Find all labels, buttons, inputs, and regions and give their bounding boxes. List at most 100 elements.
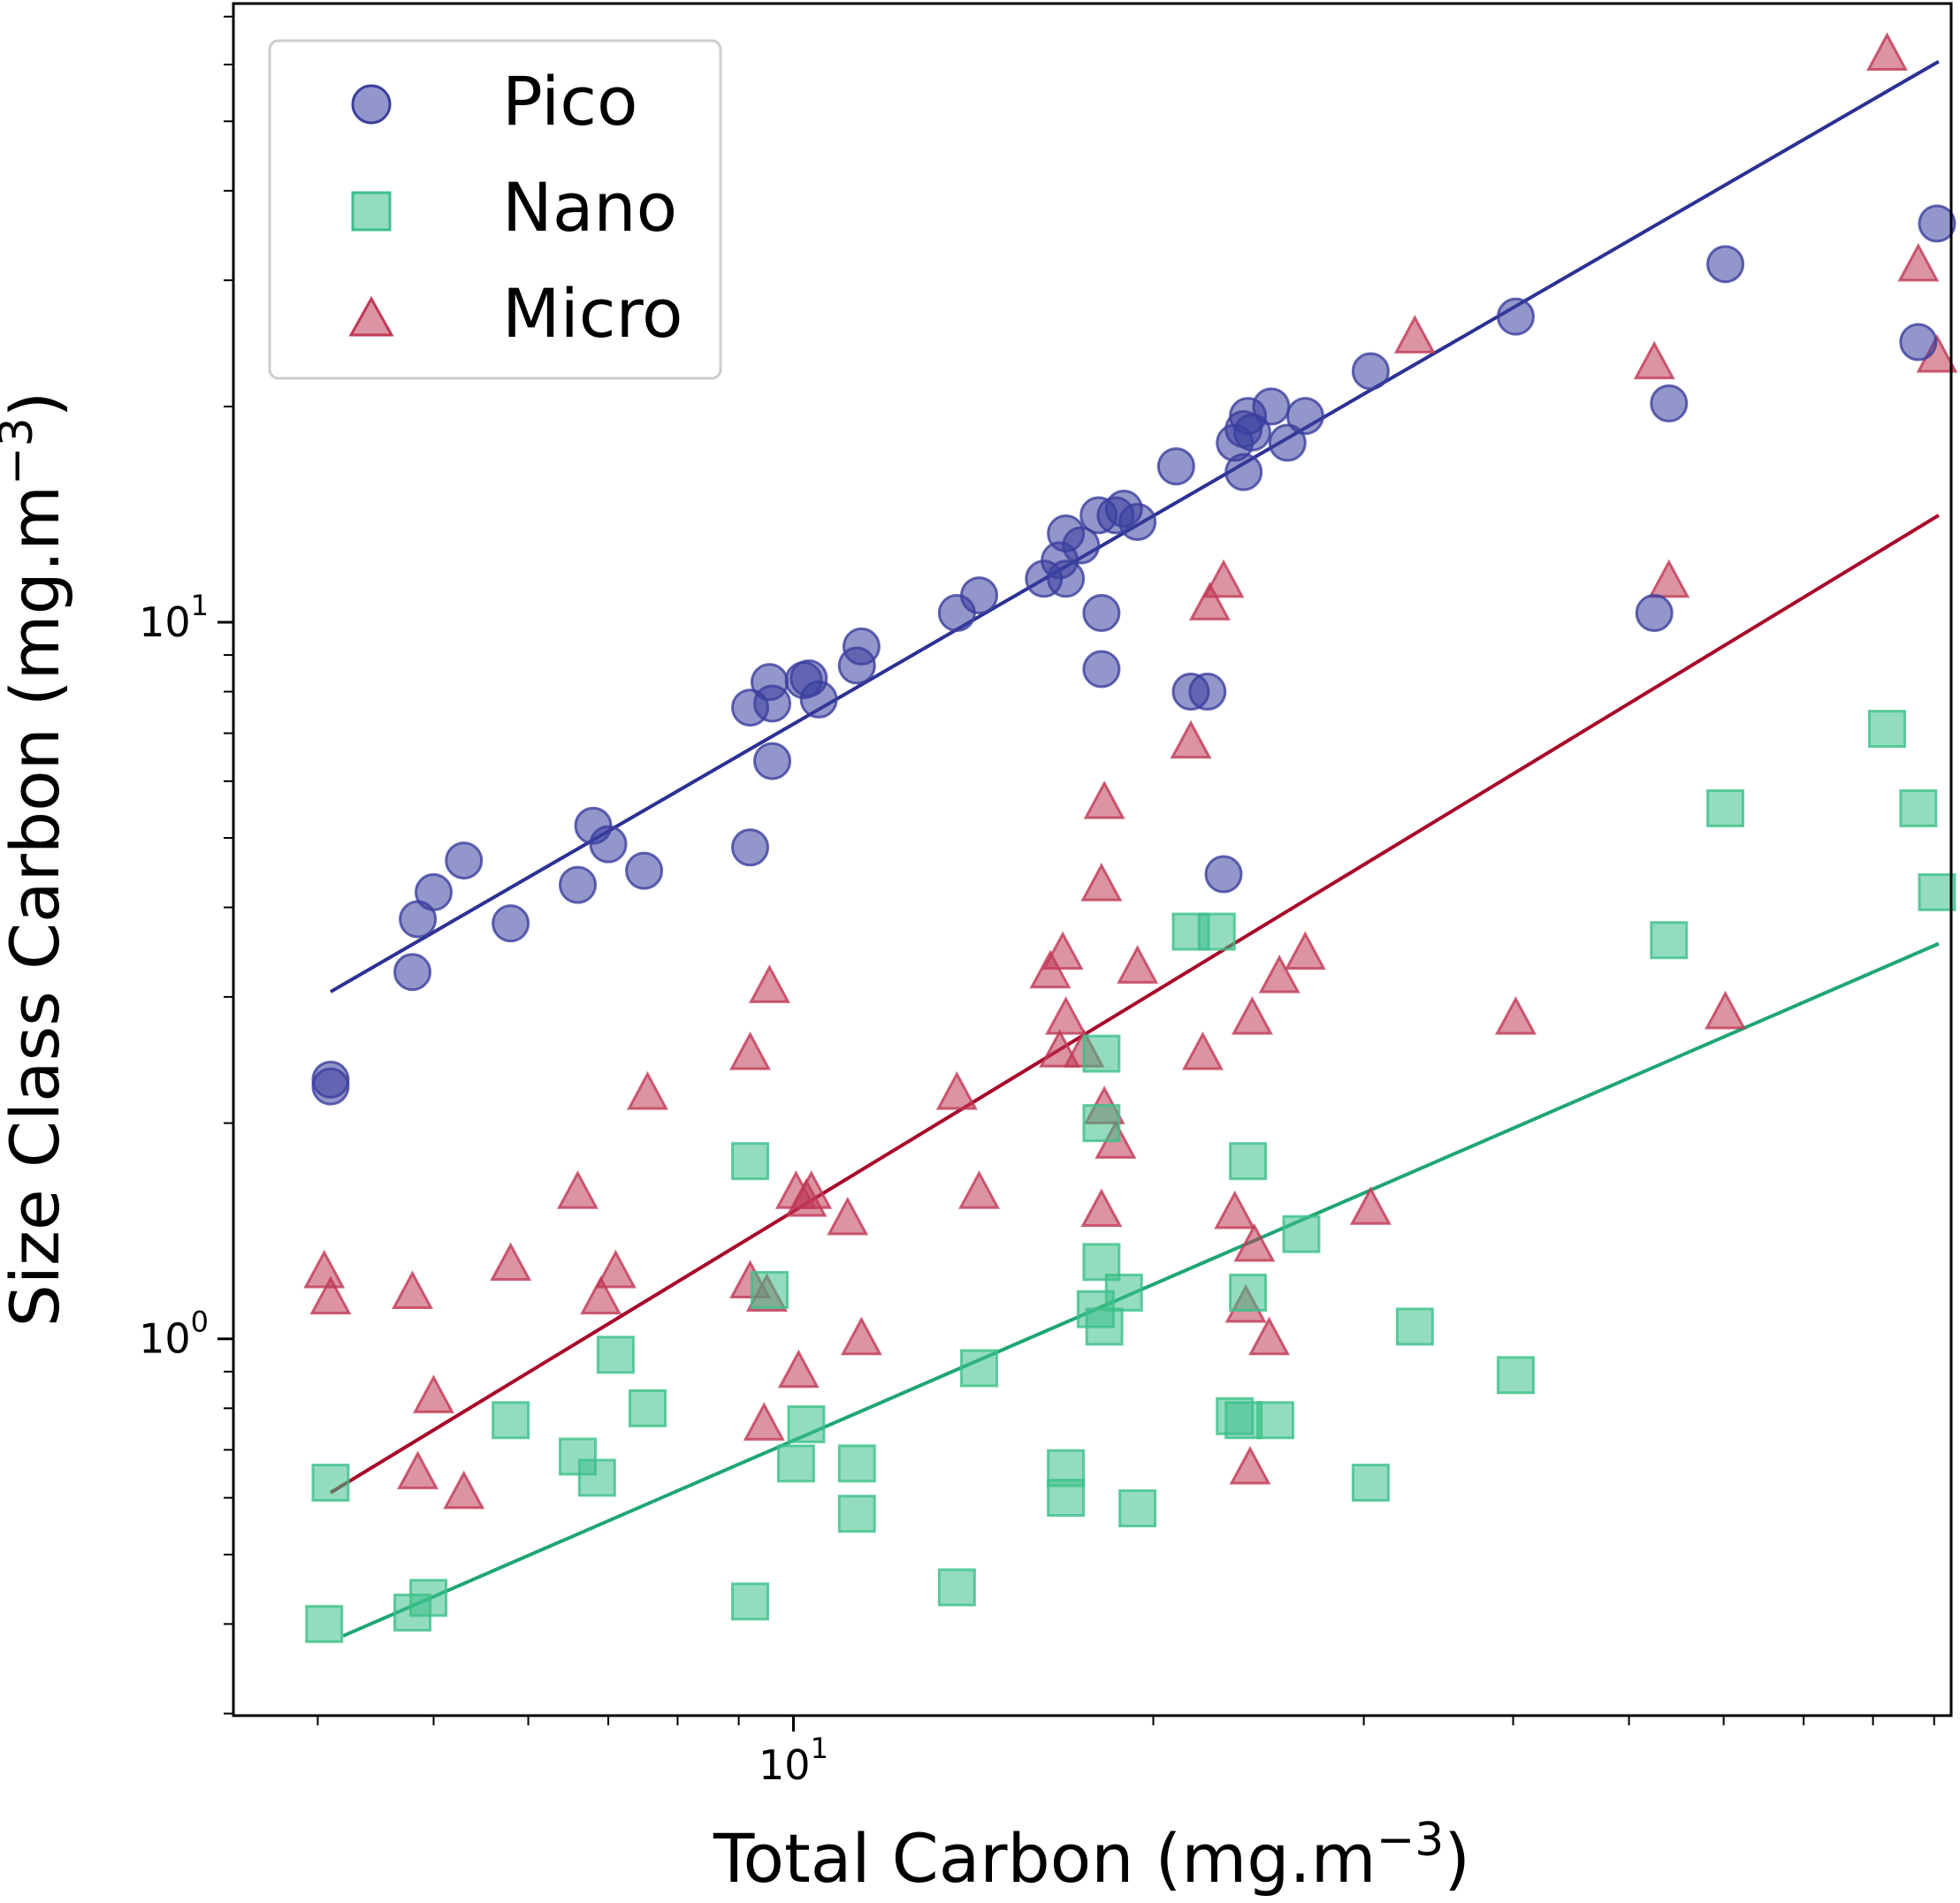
legend-marker-micro (348, 295, 394, 337)
micro-point (1648, 559, 1690, 598)
legend-box (268, 39, 722, 380)
y-axis-label: Size Class Carbon (mg.m−3) (0, 392, 74, 1328)
nano-point (492, 1401, 530, 1440)
micro-point (1705, 990, 1747, 1030)
pico-point (1650, 384, 1689, 422)
nano-point (1395, 1307, 1434, 1346)
legend-marker-nano (351, 191, 392, 232)
micro-point (1041, 931, 1084, 971)
x-tick-label-1: 101 (759, 1732, 828, 1789)
legend-label-pico: Pico (502, 62, 638, 141)
pico-point (842, 627, 881, 666)
pico-point (414, 872, 453, 911)
legend: Pico Nano Micro (268, 39, 722, 380)
nano-point (311, 1463, 350, 1502)
micro-point (1214, 1190, 1256, 1229)
nano-point (750, 1270, 789, 1309)
nano-point (577, 1458, 616, 1497)
nano-point (1224, 1401, 1263, 1440)
micro-point (391, 1270, 434, 1309)
minor-ticks (224, 15, 1935, 1725)
micro-point (777, 1349, 820, 1389)
pico-point (1351, 352, 1390, 391)
pico-point (753, 684, 792, 723)
pico-point (1204, 855, 1243, 894)
nano-point (1650, 921, 1689, 960)
micro-point (1248, 1316, 1291, 1356)
plot-frame (232, 2, 1953, 1717)
micro-point (1233, 1222, 1276, 1262)
micro-point (1258, 954, 1300, 993)
nano-point (1085, 1307, 1124, 1346)
nano-point (1229, 1142, 1268, 1181)
micro-point (1170, 719, 1212, 759)
pico-point (731, 828, 770, 867)
nano-point (1918, 872, 1956, 911)
micro-point (827, 1196, 869, 1236)
pico-point (799, 680, 838, 719)
nano-point (1229, 1273, 1268, 1312)
nano-point (305, 1604, 344, 1643)
pico-point (1496, 297, 1535, 336)
nano-point (787, 1404, 826, 1443)
micro-point (626, 1070, 668, 1110)
pico-point (311, 1067, 350, 1106)
pico-point (1268, 423, 1307, 462)
pico-point (1899, 323, 1938, 362)
micro-point (556, 1170, 599, 1209)
micro-point (1897, 242, 1940, 282)
y-tick-label-0: 100 (139, 1305, 209, 1363)
pico-point (558, 865, 597, 904)
pico-point (1918, 204, 1956, 243)
micro-point (748, 964, 790, 1003)
nano-point (1706, 788, 1745, 827)
pico-point (1188, 673, 1227, 712)
pico-point (1082, 594, 1121, 633)
nano-point (1082, 1034, 1121, 1073)
legend-marker-pico (351, 84, 392, 125)
micro-point (303, 1249, 346, 1289)
micro-point (935, 1070, 978, 1110)
micro-point (1080, 1188, 1123, 1228)
micro-point (580, 1275, 622, 1315)
nano-point (937, 1568, 976, 1607)
micro-point (1229, 1445, 1271, 1485)
micro-point (594, 1249, 637, 1289)
micro-point (1181, 1031, 1224, 1070)
pico-point (1156, 447, 1195, 486)
micro-point (958, 1170, 1001, 1209)
micro-point (443, 1470, 485, 1510)
micro-point (743, 1402, 785, 1441)
micro-point (412, 1374, 454, 1413)
nano-point (409, 1579, 448, 1618)
pico-point (1062, 526, 1101, 565)
micro-point (1080, 862, 1123, 902)
nano-point (776, 1444, 815, 1483)
micro-point (1202, 559, 1245, 598)
pico-point (1047, 559, 1086, 598)
nano-point (1256, 1401, 1295, 1440)
micro-point (840, 1316, 882, 1356)
micro-point (1083, 780, 1125, 819)
nano-point (837, 1495, 876, 1534)
nano-point (1082, 1104, 1121, 1143)
pico-point (445, 841, 484, 880)
micro-point (1393, 315, 1436, 354)
legend-label-nano: Nano (502, 168, 677, 247)
nano-point (1104, 1273, 1143, 1312)
pico-point (1706, 245, 1745, 284)
pico-point (625, 851, 664, 890)
nano-point (1496, 1356, 1535, 1395)
pico-point (753, 742, 792, 780)
pico-point (1635, 594, 1674, 633)
micro-point (1188, 582, 1231, 620)
nano-point (1197, 912, 1236, 951)
nano-point (1351, 1463, 1390, 1502)
pico-point (1232, 413, 1271, 452)
fit-line-micro (329, 514, 1940, 1495)
micro-point (1349, 1186, 1392, 1225)
micro-point (1117, 945, 1159, 984)
micro-point (309, 1275, 352, 1315)
micro-point (1633, 340, 1675, 380)
